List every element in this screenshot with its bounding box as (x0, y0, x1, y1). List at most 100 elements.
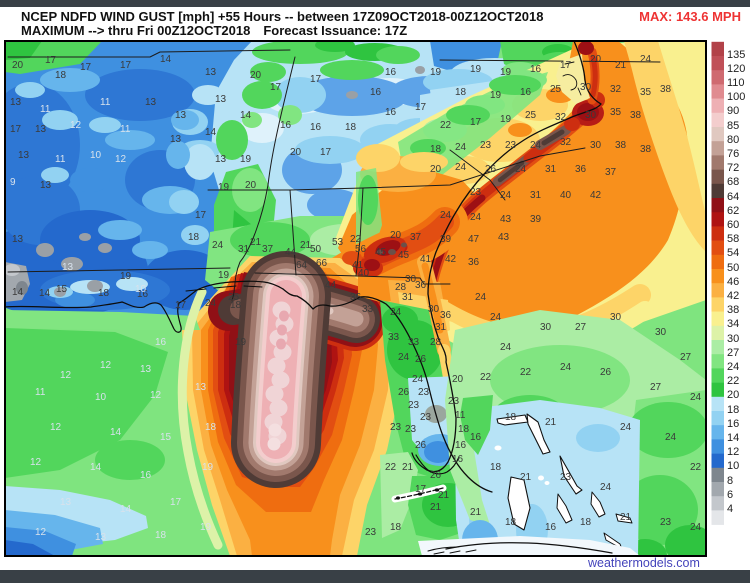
svg-text:13: 13 (60, 497, 72, 508)
svg-text:16: 16 (452, 454, 464, 465)
svg-text:18: 18 (188, 232, 200, 243)
svg-text:26: 26 (415, 440, 427, 451)
svg-text:14: 14 (240, 110, 252, 121)
svg-text:37: 37 (410, 232, 422, 243)
svg-text:30: 30 (405, 274, 417, 285)
svg-text:17: 17 (270, 82, 282, 93)
svg-text:44: 44 (325, 280, 337, 291)
svg-text:19: 19 (235, 337, 247, 348)
svg-text:38: 38 (615, 140, 627, 151)
svg-text:22: 22 (385, 462, 397, 473)
svg-text:21: 21 (620, 512, 632, 523)
svg-text:16: 16 (155, 337, 167, 348)
svg-text:21: 21 (470, 507, 482, 518)
svg-text:23: 23 (418, 387, 430, 398)
svg-text:11: 11 (120, 124, 131, 135)
svg-text:14: 14 (39, 288, 51, 299)
svg-text:21: 21 (300, 240, 312, 251)
svg-text:17: 17 (120, 60, 132, 71)
svg-text:43: 43 (498, 232, 510, 243)
svg-text:13: 13 (195, 382, 207, 393)
svg-text:31: 31 (530, 190, 542, 201)
svg-text:24: 24 (455, 142, 467, 153)
svg-text:18: 18 (505, 517, 517, 528)
svg-text:16: 16 (385, 67, 397, 78)
svg-text:53: 53 (332, 237, 344, 248)
svg-text:16: 16 (530, 64, 542, 75)
svg-text:37: 37 (262, 244, 274, 255)
svg-text:31: 31 (402, 292, 414, 303)
svg-text:17: 17 (560, 60, 572, 71)
svg-text:24: 24 (530, 140, 542, 151)
svg-text:17: 17 (195, 210, 207, 221)
svg-text:11: 11 (455, 410, 466, 421)
svg-text:17: 17 (310, 74, 322, 85)
svg-text:24: 24 (665, 432, 677, 443)
svg-text:23: 23 (660, 517, 672, 528)
svg-text:26: 26 (600, 367, 612, 378)
svg-text:23: 23 (480, 140, 492, 151)
svg-text:35: 35 (610, 107, 622, 118)
svg-text:13: 13 (215, 154, 227, 165)
svg-text:33: 33 (388, 332, 400, 343)
svg-text:26: 26 (430, 470, 442, 481)
svg-text:12: 12 (100, 360, 112, 371)
svg-text:13: 13 (18, 150, 30, 161)
svg-text:24: 24 (455, 162, 467, 173)
svg-text:24: 24 (690, 522, 702, 533)
svg-text:66: 66 (316, 258, 328, 269)
svg-text:21: 21 (402, 462, 414, 473)
svg-text:16: 16 (470, 432, 482, 443)
svg-text:19: 19 (218, 182, 230, 193)
svg-text:23: 23 (448, 396, 460, 407)
svg-text:21: 21 (615, 60, 627, 71)
svg-text:24: 24 (690, 392, 702, 403)
svg-text:10: 10 (135, 284, 147, 295)
svg-text:22: 22 (690, 462, 702, 473)
svg-text:12: 12 (150, 390, 162, 401)
svg-text:14: 14 (12, 287, 24, 298)
svg-text:26: 26 (415, 354, 427, 365)
svg-text:24: 24 (212, 240, 224, 251)
svg-text:16: 16 (385, 107, 397, 118)
svg-text:24: 24 (440, 210, 452, 221)
svg-text:13: 13 (35, 124, 47, 135)
svg-text:23: 23 (390, 422, 402, 433)
svg-text:47: 47 (468, 234, 480, 245)
svg-text:13: 13 (175, 110, 187, 121)
svg-text:18: 18 (580, 517, 592, 528)
svg-text:27: 27 (650, 382, 662, 393)
svg-text:14: 14 (205, 127, 217, 138)
svg-text:24: 24 (600, 482, 612, 493)
svg-text:16: 16 (455, 440, 467, 451)
svg-text:18: 18 (55, 70, 67, 81)
svg-text:40: 40 (358, 268, 370, 279)
svg-text:12: 12 (70, 120, 82, 131)
svg-text:17: 17 (10, 124, 22, 135)
svg-text:36: 36 (415, 280, 427, 291)
svg-text:30: 30 (580, 82, 592, 93)
svg-text:38: 38 (660, 84, 672, 95)
svg-text:22: 22 (480, 372, 492, 383)
svg-text:23: 23 (405, 424, 417, 435)
svg-text:17: 17 (45, 55, 57, 66)
svg-text:45: 45 (375, 247, 387, 258)
svg-text:24: 24 (205, 298, 217, 309)
svg-text:42: 42 (445, 254, 457, 265)
svg-text:20: 20 (250, 70, 262, 81)
svg-text:41: 41 (420, 254, 432, 265)
svg-text:18: 18 (205, 422, 217, 433)
svg-text:20: 20 (430, 164, 442, 175)
svg-text:24: 24 (490, 312, 502, 323)
svg-text:18: 18 (230, 300, 242, 311)
svg-text:32: 32 (610, 84, 622, 95)
svg-text:14: 14 (90, 462, 102, 473)
svg-text:31: 31 (545, 164, 557, 175)
svg-text:18: 18 (345, 122, 357, 133)
svg-text:26: 26 (485, 164, 497, 175)
svg-text:13: 13 (215, 94, 227, 105)
svg-text:50: 50 (310, 244, 322, 255)
svg-text:24: 24 (620, 422, 632, 433)
svg-text:17: 17 (175, 300, 187, 311)
svg-text:10: 10 (90, 150, 102, 161)
